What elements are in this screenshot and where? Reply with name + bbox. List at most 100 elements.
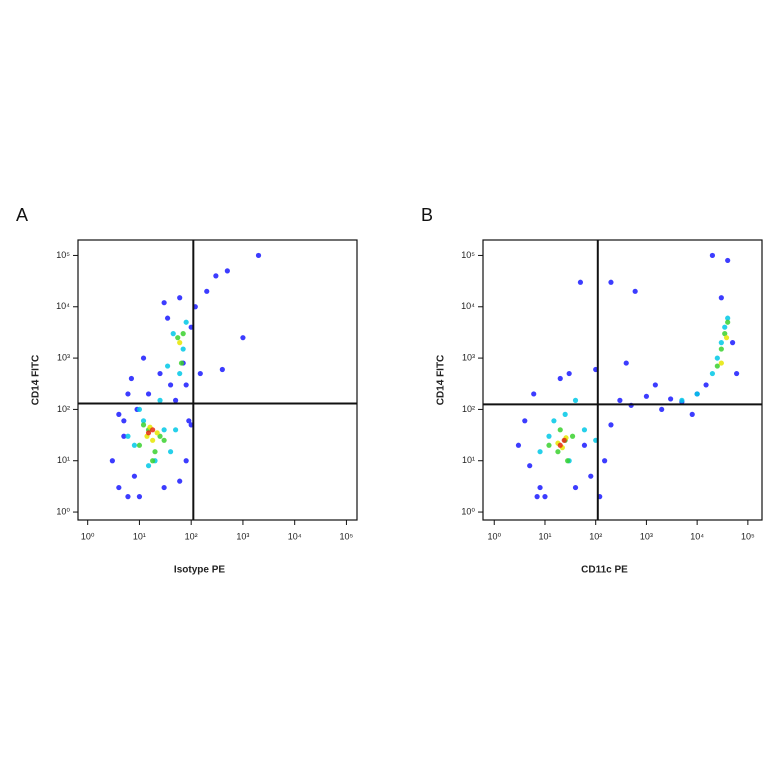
- event-dot: [167, 449, 174, 455]
- event-dot: [725, 315, 731, 321]
- event-dot: [694, 391, 700, 397]
- event-dot: [164, 363, 171, 369]
- event-dot: [729, 340, 736, 346]
- event-dot: [722, 324, 728, 330]
- event-dot: [718, 340, 724, 346]
- event-dot: [557, 427, 563, 433]
- event-dot: [157, 433, 163, 439]
- event-dot: [723, 335, 730, 341]
- plot-frame: [77, 239, 358, 521]
- event-dot: [608, 422, 614, 428]
- x-tick-label: 10⁵: [741, 531, 755, 541]
- event-dot: [522, 418, 528, 424]
- event-dot: [177, 478, 183, 484]
- event-dot: [577, 279, 584, 285]
- event-dot: [219, 366, 225, 373]
- x-tick-label: 10¹: [538, 531, 551, 541]
- event-dot: [161, 427, 167, 433]
- y-tick-label: 10⁴: [56, 301, 70, 311]
- event-dot: [551, 418, 557, 424]
- event-dot: [145, 430, 152, 436]
- event-dot: [154, 430, 160, 436]
- y-axis-label: CD14 FITC: [436, 355, 447, 406]
- event-dot: [555, 449, 561, 455]
- y-tick-label: 10²: [462, 404, 475, 414]
- event-dot: [537, 484, 543, 491]
- event-dot: [116, 411, 122, 417]
- event-dot: [136, 442, 143, 448]
- x-tick-label: 10⁰: [487, 531, 501, 541]
- y-tick-label: 10²: [57, 404, 70, 414]
- event-dot: [255, 252, 262, 259]
- y-tick-label: 10⁵: [461, 250, 475, 260]
- event-dot: [572, 484, 579, 491]
- event-dot: [136, 494, 143, 500]
- event-dot: [561, 437, 567, 443]
- event-dot: [180, 346, 186, 352]
- event-dot: [718, 295, 724, 301]
- x-axis-label: Isotype PE: [174, 565, 225, 576]
- event-dot: [140, 355, 147, 361]
- event-dot: [527, 463, 533, 469]
- event-dot: [734, 370, 740, 377]
- event-dot: [632, 288, 638, 294]
- event-dot: [150, 458, 156, 464]
- event-dot: [116, 484, 122, 491]
- event-dot: [537, 449, 543, 455]
- event-dot: [183, 382, 189, 388]
- event-dot: [515, 442, 522, 448]
- event-dot: [150, 427, 156, 433]
- event-dot: [718, 360, 724, 366]
- event-dot: [121, 418, 127, 424]
- event-dot: [542, 494, 548, 500]
- y-axis-label: CD14 FITC: [31, 355, 42, 406]
- panel-label: B: [421, 205, 433, 225]
- event-dot: [709, 252, 716, 259]
- event-dot: [157, 397, 163, 403]
- y-tick-label: 10¹: [462, 455, 475, 465]
- event-dot: [569, 433, 576, 439]
- event-dot: [164, 315, 171, 321]
- y-tick-label: 10⁰: [56, 506, 70, 516]
- event-dot: [546, 433, 552, 439]
- x-tick-label: 10³: [640, 531, 653, 541]
- event-dot: [617, 397, 623, 403]
- event-dot: [652, 382, 658, 388]
- x-tick-label: 10⁴: [288, 531, 302, 541]
- event-dot: [150, 437, 156, 443]
- event-dot: [178, 360, 185, 366]
- event-dot: [679, 397, 685, 403]
- event-dot: [145, 391, 152, 397]
- event-dot: [161, 300, 167, 306]
- event-dot: [125, 494, 131, 500]
- event-dot: [140, 422, 147, 428]
- event-dot: [131, 473, 138, 479]
- event-dot: [109, 458, 115, 464]
- event-dot: [581, 427, 588, 433]
- x-tick-label: 10³: [236, 531, 249, 541]
- event-dot: [183, 319, 189, 325]
- event-dot: [565, 458, 571, 464]
- event-dot: [157, 370, 163, 377]
- x-tick-label: 10²: [185, 531, 198, 541]
- event-dot: [557, 375, 563, 382]
- x-tick-label: 10¹: [133, 531, 146, 541]
- event-dot: [602, 458, 608, 464]
- event-dot: [240, 335, 246, 341]
- event-dot: [534, 494, 540, 500]
- event-dot: [161, 437, 167, 443]
- event-dot: [725, 319, 731, 325]
- event-dot: [180, 331, 186, 337]
- event-dot: [557, 442, 563, 448]
- event-dot: [161, 484, 167, 491]
- event-dot: [128, 375, 135, 382]
- y-tick-label: 10⁰: [461, 506, 475, 516]
- y-tick-label: 10³: [462, 352, 475, 362]
- x-axis-label: CD11c PE: [581, 565, 628, 576]
- event-dot: [608, 279, 614, 285]
- event-dot: [718, 346, 724, 352]
- y-tick-label: 10¹: [57, 455, 70, 465]
- event-dot: [531, 391, 537, 397]
- event-dot: [152, 449, 158, 455]
- event-dot: [173, 427, 179, 433]
